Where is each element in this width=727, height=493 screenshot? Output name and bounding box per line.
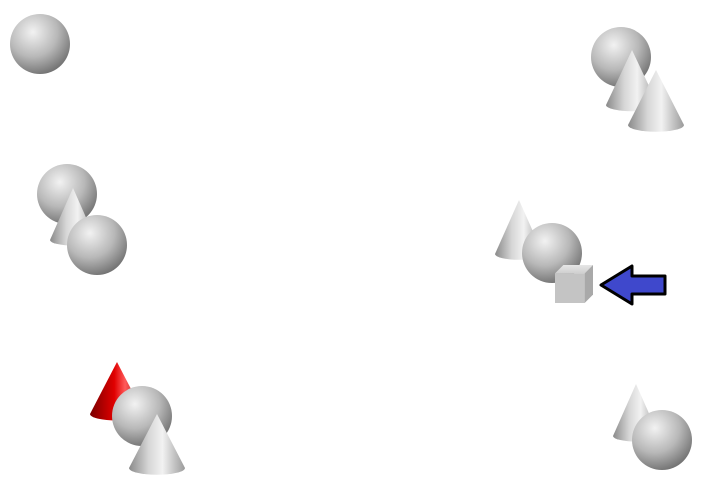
cone (129, 414, 185, 475)
arrow-left-icon (599, 264, 667, 306)
pointer-arrow (599, 264, 667, 306)
cube (555, 265, 593, 303)
cone (628, 70, 684, 132)
sphere (67, 215, 127, 275)
sphere (10, 14, 70, 74)
sphere (632, 410, 692, 470)
objects-layer (10, 14, 692, 475)
